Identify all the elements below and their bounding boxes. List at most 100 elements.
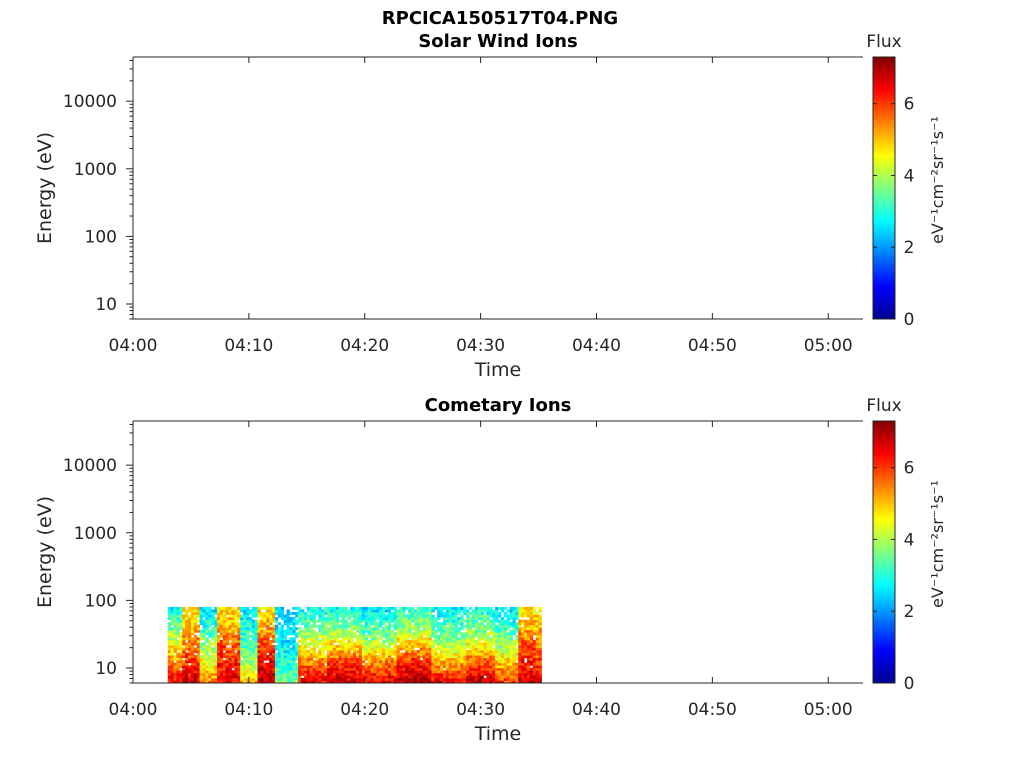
heatmap-cell bbox=[390, 634, 395, 638]
heatmap-cell bbox=[463, 657, 467, 661]
heatmap-cell bbox=[321, 614, 325, 618]
heatmap-cell bbox=[228, 634, 232, 638]
heatmap-cell bbox=[327, 622, 331, 626]
heatmap-cell bbox=[341, 612, 345, 615]
heatmap-cell bbox=[327, 665, 331, 669]
heatmap-cell bbox=[474, 662, 479, 666]
heatmap-cell bbox=[428, 629, 432, 633]
heatmap-cell bbox=[329, 680, 334, 683]
heatmap-cell bbox=[489, 629, 493, 633]
heatmap-cell bbox=[344, 675, 348, 679]
heatmap-cell bbox=[344, 614, 348, 618]
heatmap-cell bbox=[492, 662, 496, 666]
heatmap-cell bbox=[399, 637, 403, 641]
heatmap-cell bbox=[301, 622, 305, 626]
heatmap-cell bbox=[466, 675, 470, 679]
heatmap-cell bbox=[202, 644, 206, 648]
heatmap-cell bbox=[538, 617, 542, 621]
heatmap-cell bbox=[451, 675, 455, 679]
heatmap-cell bbox=[529, 617, 534, 621]
heatmap-cell bbox=[529, 629, 534, 633]
heatmap-cell bbox=[269, 660, 273, 664]
heatmap-cell bbox=[341, 647, 345, 651]
heatmap-cell bbox=[237, 652, 241, 656]
heatmap-cell bbox=[283, 619, 287, 623]
heatmap-cell bbox=[347, 629, 351, 633]
heatmap-cell bbox=[422, 629, 426, 633]
heatmap-cell bbox=[329, 650, 334, 653]
heatmap-cell bbox=[188, 670, 192, 674]
heatmap-cell bbox=[318, 652, 322, 656]
heatmap-cell bbox=[376, 642, 380, 646]
heatmap-cell bbox=[402, 632, 406, 636]
heatmap-cell bbox=[477, 647, 482, 651]
heatmap-cell bbox=[272, 660, 276, 664]
heatmap-cell bbox=[451, 642, 455, 646]
heatmap-cell bbox=[277, 629, 282, 633]
heatmap-cell bbox=[466, 667, 470, 671]
heatmap-cell bbox=[219, 670, 224, 674]
heatmap-cell bbox=[535, 632, 539, 636]
heatmap-cell bbox=[437, 644, 441, 648]
heatmap-cell bbox=[237, 639, 241, 643]
heatmap-cell bbox=[231, 624, 235, 628]
heatmap-cell bbox=[286, 642, 290, 646]
heatmap-cell bbox=[182, 617, 186, 621]
heatmap-cell bbox=[503, 644, 508, 648]
heatmap-cell bbox=[402, 606, 406, 610]
heatmap-cell bbox=[408, 662, 412, 666]
heatmap-cell bbox=[385, 644, 389, 648]
heatmap-cell bbox=[344, 665, 348, 669]
heatmap-cell bbox=[532, 657, 537, 661]
heatmap-cell bbox=[298, 677, 302, 681]
heatmap-cell bbox=[492, 612, 496, 615]
heatmap-cell bbox=[240, 660, 244, 664]
heatmap-cell bbox=[257, 644, 261, 648]
heatmap-cell bbox=[448, 642, 453, 646]
heatmap-cell bbox=[437, 624, 441, 628]
heatmap-cell bbox=[272, 632, 276, 636]
heatmap-cell bbox=[292, 655, 296, 659]
heatmap-cell bbox=[248, 627, 253, 631]
heatmap-cell bbox=[526, 655, 531, 659]
heatmap-cell bbox=[454, 627, 458, 631]
heatmap-cell bbox=[477, 680, 482, 683]
heatmap-cell bbox=[512, 672, 516, 676]
heatmap-cell bbox=[298, 667, 302, 671]
heatmap-cell bbox=[469, 675, 473, 679]
heatmap-cell bbox=[512, 670, 516, 674]
heatmap-cell bbox=[399, 652, 403, 656]
heatmap-cell bbox=[445, 642, 450, 646]
heatmap-cell bbox=[387, 619, 392, 623]
heatmap-cell bbox=[474, 624, 479, 628]
heatmap-cell bbox=[358, 655, 363, 659]
heatmap-cell bbox=[301, 677, 305, 681]
heatmap-cell bbox=[399, 619, 403, 623]
heatmap-cell bbox=[477, 627, 482, 631]
colorbar-tick-label: 6 bbox=[904, 459, 915, 479]
heatmap-cell bbox=[173, 614, 177, 618]
heatmap-cell bbox=[356, 619, 360, 623]
heatmap-cell bbox=[309, 624, 314, 628]
heatmap-cell bbox=[211, 650, 215, 653]
heatmap-cell bbox=[486, 662, 490, 666]
heatmap-cell bbox=[257, 665, 261, 669]
heatmap-cell bbox=[385, 632, 389, 636]
heatmap-cell bbox=[329, 662, 334, 666]
heatmap-cell bbox=[356, 660, 360, 664]
heatmap-cell bbox=[382, 662, 386, 666]
heatmap-cell bbox=[390, 617, 395, 621]
heatmap-cell bbox=[515, 629, 519, 633]
heatmap-cell bbox=[483, 609, 487, 613]
heatmap-cell bbox=[335, 665, 340, 669]
heatmap-cell bbox=[309, 672, 314, 676]
heatmap-cell bbox=[480, 652, 484, 656]
heatmap-cell bbox=[283, 622, 287, 626]
heatmap-cell bbox=[289, 672, 293, 676]
heatmap-cell bbox=[413, 617, 418, 621]
heatmap-cell bbox=[408, 672, 412, 676]
heatmap-cell bbox=[341, 672, 345, 676]
heatmap-cell bbox=[303, 667, 308, 671]
heatmap-cell bbox=[318, 647, 322, 651]
heatmap-cell bbox=[170, 657, 174, 661]
